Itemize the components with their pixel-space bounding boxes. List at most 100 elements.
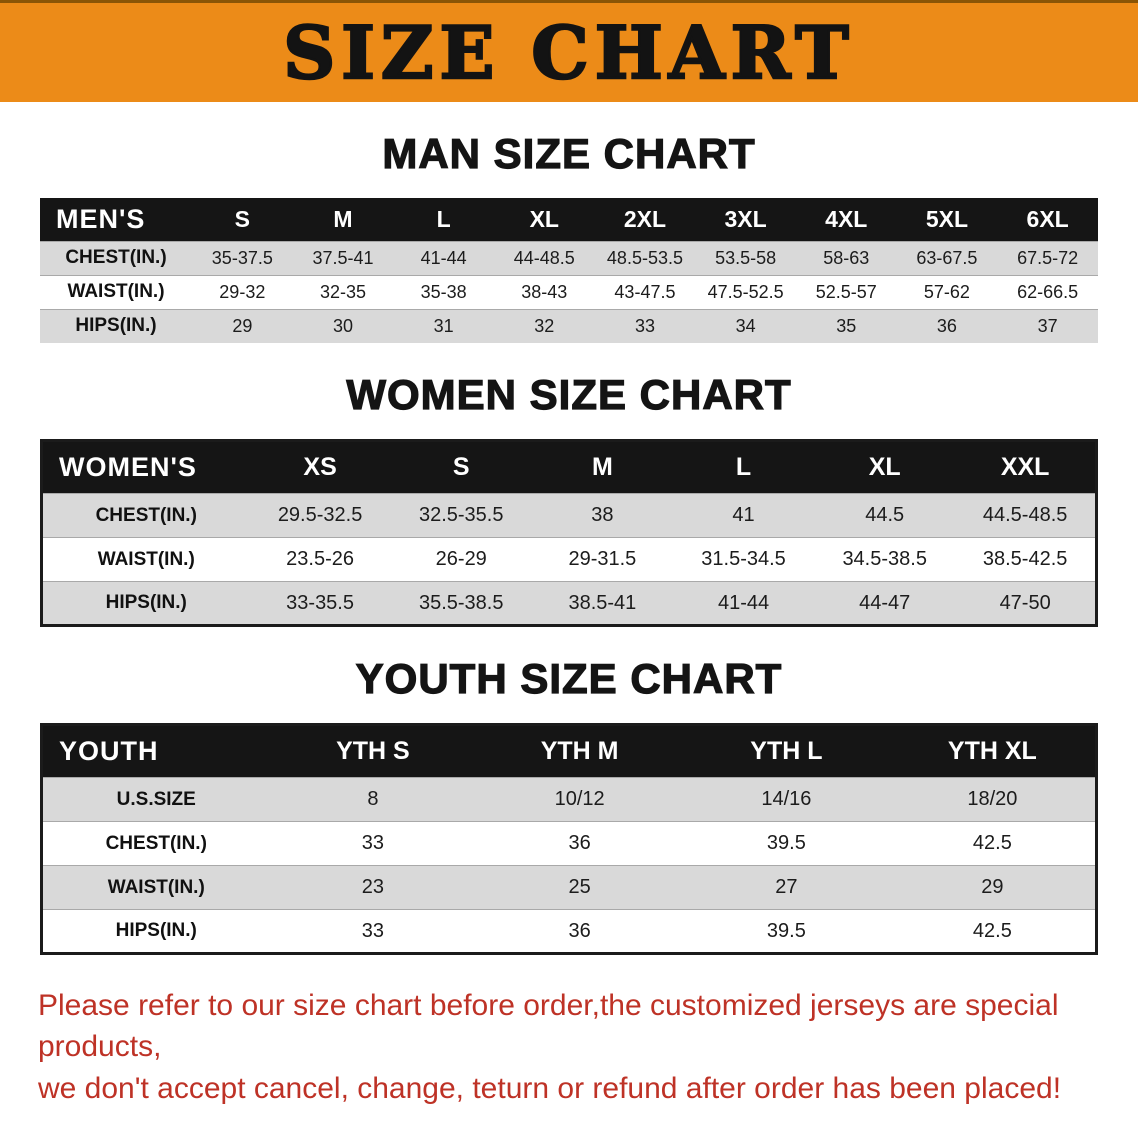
size-column-header: 5XL: [896, 198, 998, 241]
measurement-row: HIPS(IN.) 33 36 39.5 42.5: [41, 909, 1097, 954]
size-value-cell: 47.5-52.5: [707, 281, 784, 302]
size-column-header: YTH M: [476, 724, 683, 778]
size-value-cell: 35.5-38.5: [418, 591, 504, 614]
size-value-cell: 36: [568, 832, 591, 854]
size-value-cell: 8: [367, 788, 379, 810]
table-header-row: MEN'S S M L XL 2XL 3XL 4XL 5XL 6XL: [40, 198, 1098, 241]
size-value-cell: 39.5: [766, 832, 806, 854]
table-title-cell: WOMEN'S: [41, 440, 250, 494]
size-value-cell: 25: [568, 876, 591, 898]
size-value-cell: 33: [634, 315, 655, 336]
size-value-cell: 30: [332, 315, 353, 336]
size-value-cell: 29: [981, 876, 1004, 898]
size-column-header: 2XL: [594, 198, 696, 241]
size-value-cell: 33: [361, 832, 384, 854]
size-value-cell: 44.5: [865, 504, 905, 526]
size-value-cell: 44.5-48.5: [982, 504, 1068, 526]
size-column-header: M: [292, 198, 394, 241]
size-column-header: YTH S: [269, 724, 477, 778]
size-value-cell: 31: [433, 315, 454, 336]
size-column-header: YTH XL: [889, 724, 1097, 778]
measurement-row: WAIST(IN.) 29-32 32-35 35-38 38-43 43-47.5 47.…: [40, 275, 1098, 309]
size-value-cell: 38.5-41: [568, 591, 637, 614]
size-value-cell: 38: [591, 504, 614, 526]
size-value-cell: 67.5-72: [1017, 247, 1079, 268]
table-title-cell: MEN'S: [40, 198, 192, 241]
size-value-cell: 47-50: [999, 591, 1051, 614]
size-value-cell: 29-31.5: [568, 548, 637, 570]
youth-size-table: YOUTH YTH S YTH M YTH L YTH XL U.S.SIZE 8 10/12…: [40, 723, 1098, 955]
size-value-cell: 35-38: [420, 281, 467, 302]
size-value-cell: 29-32: [219, 281, 266, 302]
size-value-cell: 53.5-58: [715, 247, 777, 268]
men-size-table: MEN'S S M L XL 2XL 3XL 4XL 5XL 6XL CHEST(IN.) 35-37…: [40, 198, 1098, 343]
size-value-cell: 29: [232, 315, 253, 336]
size-value-cell: 23: [361, 876, 384, 898]
size-value-cell: 41-44: [420, 247, 467, 268]
youth-size-section: YOUTH SIZE CHART YOUTH YTH S YTH M YTH L YTH…: [0, 654, 1138, 955]
measurement-row: HIPS(IN.) 33-35.5 35.5-38.5 38.5-41 41-44 44-…: [41, 581, 1097, 626]
size-chart-banner: SIZE CHART: [0, 0, 1138, 102]
disclaimer-line-2: we don't accept cancel, change, teturn o…: [38, 1071, 1062, 1105]
size-column-header: YTH L: [683, 724, 890, 778]
youth-size-heading: YOUTH SIZE CHART: [355, 654, 783, 702]
size-value-cell: 36: [936, 315, 957, 336]
measurement-row: CHEST(IN.) 35-37.5 37.5-41 41-44 44-48.5 48.5…: [40, 241, 1098, 275]
size-value-cell: 14/16: [761, 788, 812, 810]
size-column-header: XS: [249, 440, 391, 494]
row-label: HIPS(IN.): [105, 592, 187, 613]
size-value-cell: 43-47.5: [614, 281, 676, 302]
row-label: WAIST(IN.): [97, 548, 195, 570]
size-value-cell: 32.5-35.5: [418, 504, 504, 526]
size-column-header: M: [531, 440, 673, 494]
measurement-row: CHEST(IN.) 33 36 39.5 42.5: [41, 821, 1097, 866]
size-value-cell: 10/12: [554, 788, 605, 810]
size-value-cell: 38.5-42.5: [982, 548, 1068, 570]
size-value-cell: 57-62: [923, 281, 970, 302]
women-size-section: WOMEN SIZE CHART WOMEN'S XS S M L XL XXL CHEST(…: [0, 370, 1138, 627]
size-value-cell: 27: [775, 876, 798, 898]
row-label: WAIST(IN.): [107, 876, 205, 898]
size-column-header: L: [393, 198, 494, 241]
women-size-heading: WOMEN SIZE CHART: [346, 370, 792, 418]
size-value-cell: 42.5: [972, 832, 1012, 854]
size-column-header: 4XL: [795, 198, 897, 241]
disclaimer-line-1: Please refer to our size chart before or…: [38, 989, 1059, 1064]
row-label: U.S.SIZE: [116, 788, 196, 810]
size-value-cell: 32-35: [319, 281, 366, 302]
size-value-cell: 41-44: [717, 591, 770, 614]
size-value-cell: 29.5-32.5: [277, 504, 363, 526]
row-label: WAIST(IN.): [67, 281, 165, 302]
size-value-cell: 48.5-53.5: [606, 247, 683, 268]
size-column-header: XL: [493, 198, 595, 241]
size-column-header: S: [192, 198, 293, 241]
size-value-cell: 32: [534, 315, 555, 336]
row-label: CHEST(IN.): [65, 247, 167, 268]
table-title-cell: YOUTH: [41, 724, 270, 778]
disclaimer: Please refer to our size chart before or…: [38, 985, 1100, 1109]
row-label: CHEST(IN.): [105, 832, 207, 854]
size-value-cell: 63-67.5: [916, 247, 978, 268]
size-value-cell: 58-63: [823, 247, 870, 268]
man-size-heading: MAN SIZE CHART: [382, 129, 756, 177]
size-value-cell: 37: [1037, 315, 1058, 336]
size-value-cell: 62-66.5: [1017, 281, 1079, 302]
size-value-cell: 34: [735, 315, 756, 336]
size-column-header: S: [390, 440, 532, 494]
size-value-cell: 37.5-41: [312, 247, 374, 268]
size-value-cell: 39.5: [766, 919, 806, 942]
size-column-header: 6XL: [997, 198, 1098, 241]
size-value-cell: 33-35.5: [286, 591, 354, 614]
size-value-cell: 33: [361, 919, 384, 942]
size-value-cell: 44-48.5: [513, 247, 575, 268]
size-value-cell: 34.5-38.5: [842, 548, 927, 570]
size-value-cell: 38-43: [521, 281, 568, 302]
size-value-cell: 31.5-34.5: [701, 548, 786, 570]
measurement-row: WAIST(IN.) 23.5-26 26-29 29-31.5 31.5-34.5 34…: [41, 537, 1097, 582]
size-value-cell: 23.5-26: [286, 548, 354, 570]
table-header-row: WOMEN'S XS S M L XL XXL: [41, 440, 1097, 494]
row-label: CHEST(IN.): [95, 504, 197, 526]
size-column-header: XL: [814, 440, 956, 494]
size-value-cell: 35-37.5: [211, 247, 273, 268]
size-value-cell: 44-47: [859, 591, 911, 614]
